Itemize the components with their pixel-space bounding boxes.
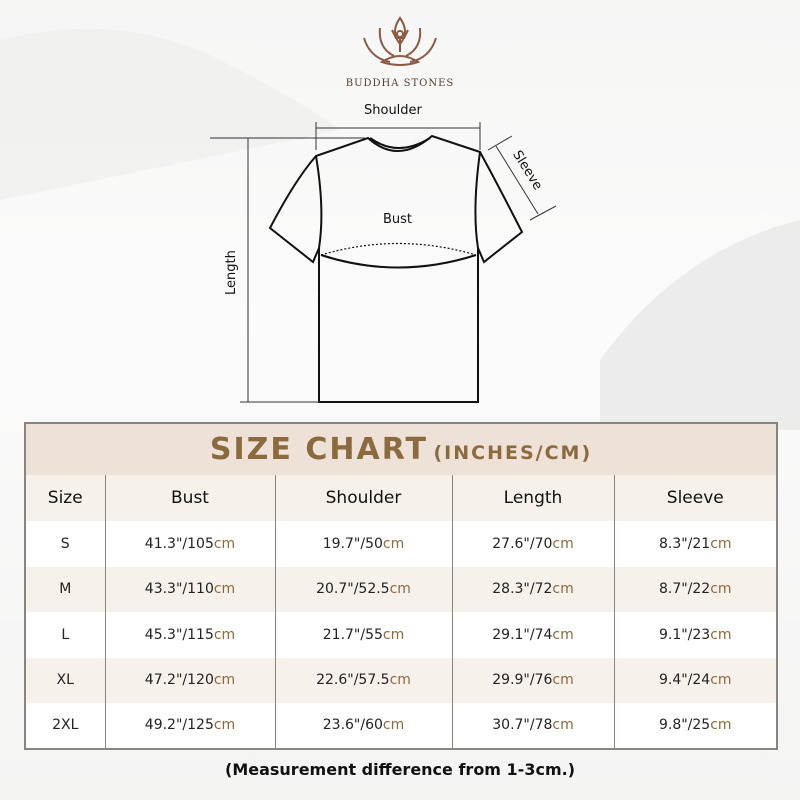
length-label: Length [224,250,239,295]
measurement-cell: 29.1"/74cm [451,612,614,658]
measurement-cell: 30.7"/78cm [451,703,614,749]
measurement-cell: 9.1"/23cm [613,612,778,658]
size-cell: 2XL [24,703,105,749]
header-row: Size Bust Shoulder Length Sleeve [25,475,778,521]
shoulder-label: Shoulder [364,103,422,118]
measurement-cell: 27.6"/70cm [451,521,614,567]
unit-label: cm [552,717,574,734]
unit-label: cm [382,717,405,734]
table-row: S 41.3"/105cm 19.7"/50cm 27.6"/70cm 8.3"/21c… [24,521,778,567]
measurement-cell: 8.7"/22cm [613,566,778,612]
unit-label: cm [389,672,411,689]
brand-logo: BUDDHA STONES [340,14,460,89]
unit-label: cm [213,626,236,643]
tshirt-outline [268,134,524,403]
brand-name: BUDDHA STONES [345,78,455,89]
measurement-cell: 41.3"/105cm [104,521,275,567]
measurement-cell: 47.2"/120cm [104,657,275,703]
measurement-cell: 43.3"/110cm [104,566,275,612]
table-row: L 45.3"/115cm 21.7"/55cm 29.1"/74cm 9.1"/23c… [24,612,778,658]
table-row: 2XL 49.2"/125cm 23.6"/60cm 30.7"/78cm 9.8"/2… [24,703,778,749]
header-bust: Bust [104,475,275,521]
unit-label: cm [552,581,574,598]
measurement-cell: 28.3"/72cm [451,566,614,612]
size-cell: L [24,612,105,658]
unit-label: cm [213,672,236,689]
measurement-cell: 8.3"/21cm [613,521,778,567]
lotus-meditation-logo-icon [363,16,437,66]
size-cell: XL [24,657,105,703]
header-sleeve: Sleeve [613,475,778,521]
measurement-cell: 20.7"/52.5cm [274,566,452,612]
measurement-cell: 49.2"/125cm [104,703,275,749]
measurement-note: (Measurement difference from 1-3cm.) [225,760,575,779]
header-shoulder: Shoulder [274,475,452,521]
measurement-cell: 9.4"/24cm [613,657,778,703]
unit-label: cm [382,626,405,643]
measurement-cell: 23.6"/60cm [274,703,452,749]
unit-label: cm [710,626,732,643]
unit-label: cm [710,535,732,552]
size-chart-title: SIZE CHART (INCHES/CM) [25,423,778,475]
measurement-cell: 19.7"/50cm [274,521,452,567]
header-size: Size [25,475,105,521]
unit-label: cm [213,581,236,598]
size-chart-table: SIZE CHART (INCHES/CM) Size Bust Shoulde… [24,422,779,750]
unit-label: cm [552,535,574,552]
size-cell: S [24,521,105,567]
unit-label: cm [382,535,405,552]
unit-label: cm [389,581,411,598]
unit-label: cm [213,717,236,734]
unit-label: cm [710,717,732,734]
table-row: M 43.3"/110cm 20.7"/52.5cm 28.3"/72cm 8.7"/2… [24,566,778,612]
measurement-cell: 45.3"/115cm [104,612,275,658]
unit-label: cm [710,581,732,598]
unit-label: cm [552,672,574,689]
size-cell: M [24,566,105,612]
table-row: XL 47.2"/120cm 22.6"/57.5cm 29.9"/76cm 9.4"/… [24,657,778,703]
unit-label: cm [213,535,236,552]
measurement-cell: 9.8"/25cm [613,703,778,749]
measurement-cell: 22.6"/57.5cm [274,657,452,703]
measurement-cell: 29.9"/76cm [451,657,614,703]
bust-label: Bust [383,212,413,227]
unit-label: cm [710,672,732,689]
measurement-cell: 21.7"/55cm [274,612,452,658]
tshirt-diagram [210,122,557,403]
header-length: Length [451,475,614,521]
unit-label: cm [552,626,574,643]
